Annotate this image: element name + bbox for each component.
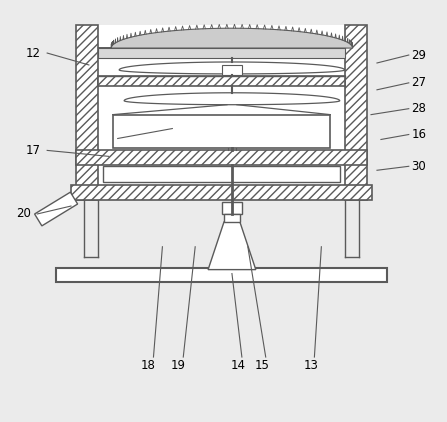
Bar — [222, 65, 242, 75]
Bar — [98, 25, 345, 200]
Text: 30: 30 — [411, 160, 426, 173]
Polygon shape — [208, 222, 256, 270]
Bar — [345, 25, 367, 200]
Polygon shape — [98, 28, 353, 48]
Bar — [113, 115, 330, 149]
Bar — [103, 166, 340, 182]
Bar — [76, 25, 98, 200]
Polygon shape — [34, 192, 78, 226]
Text: 29: 29 — [411, 49, 426, 62]
Bar — [98, 48, 345, 58]
Bar — [56, 268, 387, 281]
Polygon shape — [119, 62, 345, 74]
Text: 15: 15 — [254, 360, 269, 373]
Text: 13: 13 — [304, 360, 319, 373]
Text: 16: 16 — [411, 128, 426, 141]
Polygon shape — [124, 93, 340, 105]
Bar — [98, 76, 345, 86]
Text: 19: 19 — [171, 360, 186, 373]
Bar — [222, 202, 242, 214]
Bar — [224, 214, 240, 222]
Text: 12: 12 — [26, 46, 41, 60]
Bar — [71, 185, 372, 200]
Text: 20: 20 — [16, 208, 31, 220]
Bar — [76, 150, 367, 165]
Text: 18: 18 — [141, 360, 156, 373]
Text: 27: 27 — [411, 76, 426, 89]
Text: 14: 14 — [230, 360, 245, 373]
Text: 17: 17 — [26, 144, 41, 157]
Text: 28: 28 — [411, 102, 426, 115]
